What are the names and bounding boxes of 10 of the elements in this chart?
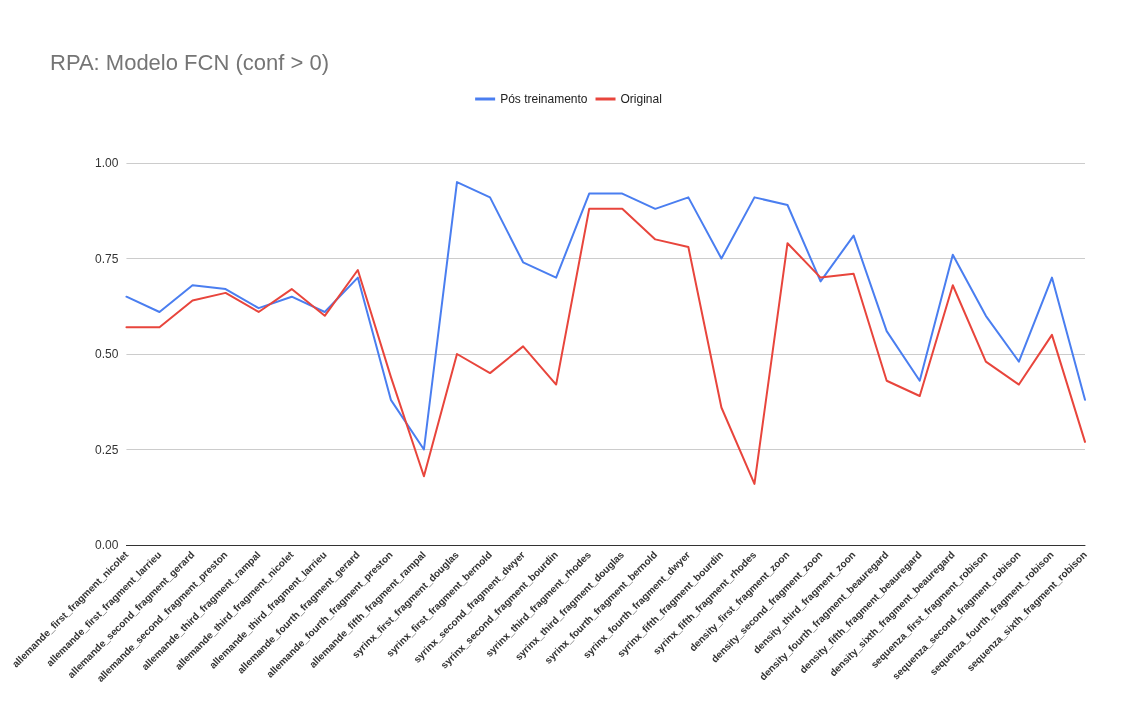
- legend-label: Original: [620, 92, 662, 106]
- chart-title: RPA: Modelo FCN (conf > 0): [50, 49, 329, 75]
- legend-label: Pós treinamento: [500, 92, 588, 106]
- y-tick-label: 0.50: [95, 347, 119, 361]
- y-tick-label: 0.75: [95, 251, 119, 266]
- line-series: [125, 207, 1086, 485]
- line-series: [125, 181, 1086, 451]
- y-tick-label: 1.00: [95, 156, 119, 170]
- y-tick-label: 0.25: [95, 442, 119, 457]
- y-tick-label: 0.00: [95, 538, 119, 552]
